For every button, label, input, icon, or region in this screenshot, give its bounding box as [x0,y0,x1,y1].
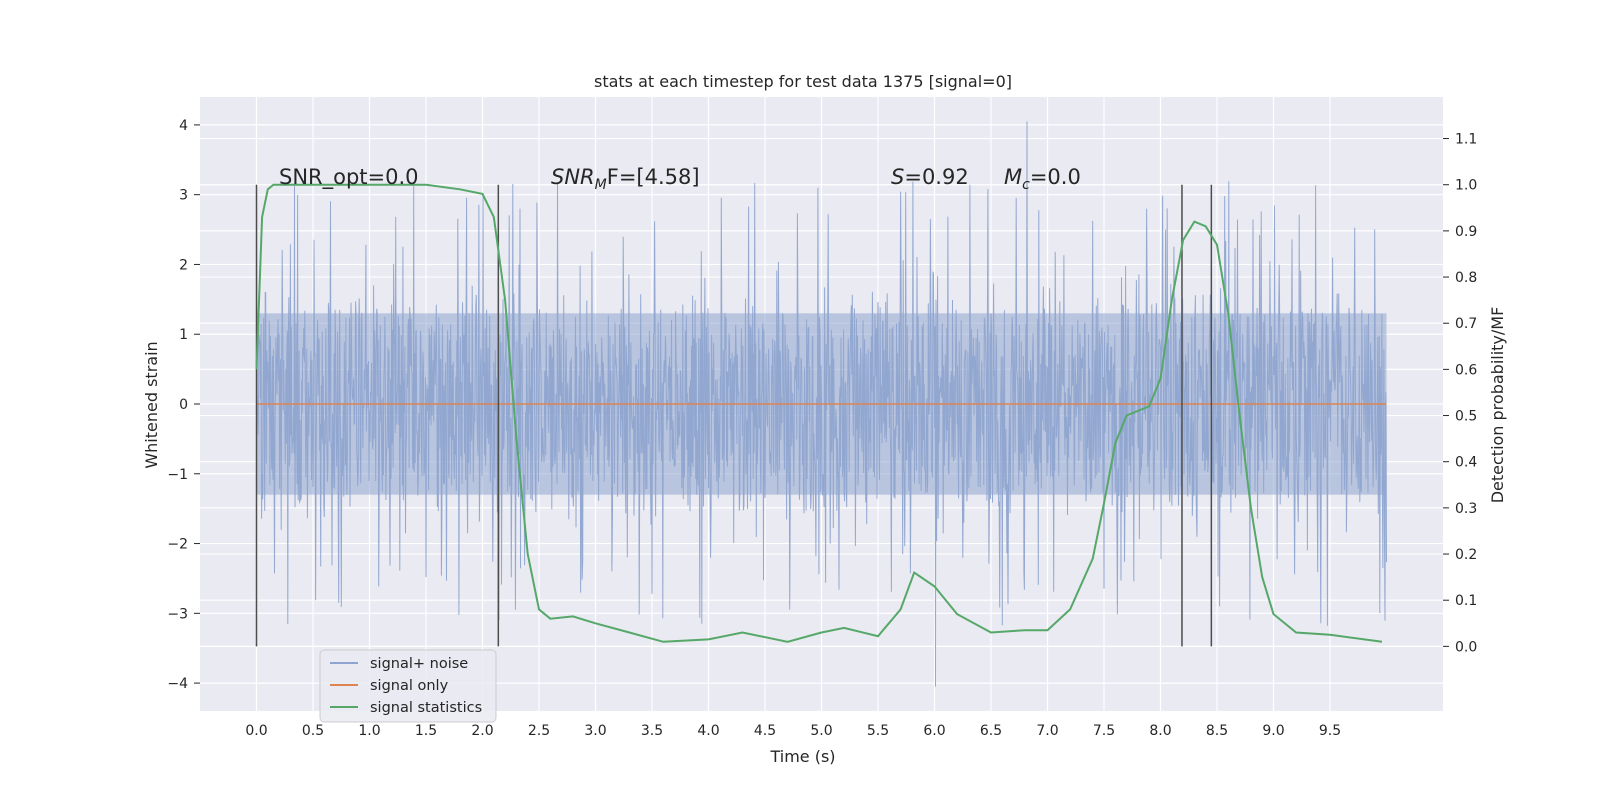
annotation-mc: Mc=0.0 [1004,165,1081,193]
x-tick-label: 4.5 [754,723,776,739]
snr-mf-rest: F=[4.58] [607,165,700,189]
x-axis-label: Time (s) [769,747,835,766]
x-tick-label: 7.0 [1036,723,1058,739]
s-var: S [891,165,904,189]
y-tick-label: −3 [167,606,188,622]
y2-tick-label: 0.2 [1455,547,1477,563]
annotation-snr-opt: SNR_opt=0.0 [279,165,419,190]
y-tick-label: −2 [167,537,188,553]
y-axis-label: Whitened strain [142,341,161,468]
y2-tick-label: 0.1 [1455,593,1477,609]
x-tick-label: 2.0 [471,723,493,739]
y-tick-label: 0 [179,397,188,413]
x-tick-label: 1.0 [358,723,380,739]
x-tick-label: 0.5 [302,723,324,739]
x-tick-label: 8.0 [1149,723,1171,739]
y2-tick-label: 0.5 [1455,409,1477,425]
legend: signal+ noise signal only signal statist… [319,649,497,723]
y2-tick-label: 0.9 [1455,224,1477,240]
x-tick-label: 0.0 [245,723,267,739]
x-tick-label: 1.5 [415,723,437,739]
x-tick-label: 5.0 [810,723,832,739]
x-tick-label: 4.0 [697,723,719,739]
x-tick-label: 6.5 [980,723,1002,739]
y2-tick-label: 0.7 [1455,316,1477,332]
x-tick-label: 6.0 [923,723,945,739]
y2-axis-label: Detection probability/MF [1488,307,1507,504]
annotation-s: S=0.92 [891,165,969,189]
x-tick-label: 3.5 [641,723,663,739]
annotation-snr-mf: SNRMF=[4.58] [551,165,700,193]
x-tick-label: 9.0 [1262,723,1284,739]
y-tick-label: 1 [179,327,188,343]
x-tick-label: 5.5 [867,723,889,739]
y2-tick-label: 1.0 [1455,178,1477,194]
y2-tick-label: 0.8 [1455,270,1477,286]
legend-label-statistics: signal statistics [370,700,482,716]
y-tick-label: −1 [167,467,188,483]
y-tick-label: −4 [167,676,188,692]
snr-mf-sub: M [595,177,607,193]
vertical-markers [255,184,1213,647]
x-tick-label: 3.0 [584,723,606,739]
snr-mf-base: SNR [551,165,595,189]
y2-tick-label: 0.6 [1455,362,1477,378]
y2-tick-label: 0.0 [1455,639,1477,655]
mc-sub: c [1022,177,1030,193]
series-signal-statistics [255,183,1383,643]
x-tick-label: 9.5 [1319,723,1341,739]
axes: 0.0 0.5 1.0 1.5 2.0 2.5 3.0 3.5 4.0 4.5 5.0 5.5 6.0 6… [167,118,1477,739]
legend-label-noise: signal+ noise [370,656,468,672]
mc-rest: =0.0 [1030,165,1081,189]
s-rest: =0.92 [904,165,968,189]
mc-var: M [1004,165,1022,189]
chart-title: stats at each timestep for test data 137… [594,72,1012,91]
legend-box [319,649,497,723]
y2-tick-label: 0.4 [1455,455,1477,471]
y2-tick-label: 1.1 [1455,132,1477,148]
y-tick-label: 3 [179,188,188,204]
y2-tick-label: 0.3 [1455,501,1477,517]
y-tick-label: 4 [179,118,188,134]
legend-label-signal-only: signal only [370,678,449,694]
x-tick-label: 8.5 [1206,723,1228,739]
y-tick-label: 2 [179,257,188,273]
x-tick-label: 2.5 [528,723,550,739]
x-tick-label: 7.5 [1093,723,1115,739]
